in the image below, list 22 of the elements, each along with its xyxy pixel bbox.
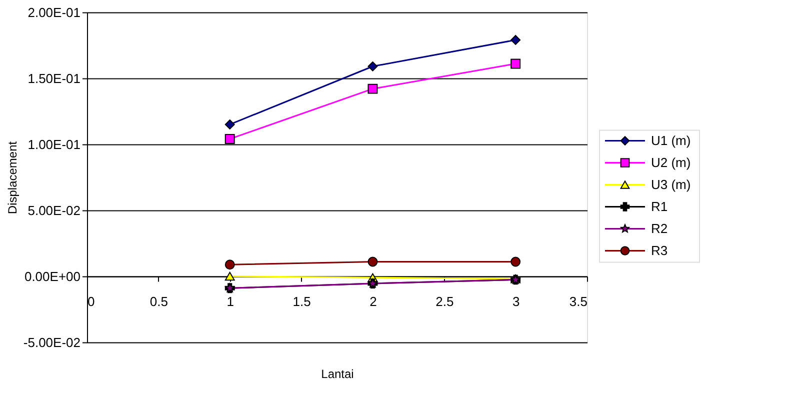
y-tick-label: 1.00E-01 (28, 136, 80, 152)
x-tick-label: 0.5 (150, 294, 168, 309)
legend-label: R2 (651, 220, 668, 236)
legend-label: U1 (m) (651, 132, 691, 148)
x-tick-label: 3.5 (569, 294, 588, 309)
y-tick-label: 5.00E-02 (28, 202, 80, 218)
x-tick-label: 3 (512, 294, 520, 309)
legend-label: U2 (m) (651, 154, 691, 170)
y-tick-label: 2.00E-01 (28, 4, 80, 20)
x-tick-label: 1 (226, 294, 234, 309)
x-tick-label: 0 (88, 294, 95, 309)
y-axis-title: Displacement (5, 140, 20, 214)
x-tick-label: 1.5 (292, 294, 311, 309)
x-axis-title: Lantai (321, 366, 354, 381)
legend-label: U3 (m) (651, 176, 691, 192)
x-tick-label: 2.5 (436, 294, 454, 309)
x-tick-label: 2 (370, 294, 377, 309)
y-tick-label: 0.00E+00 (24, 268, 80, 284)
legend-label: R3 (651, 242, 668, 258)
legend-label: R1 (651, 198, 668, 214)
y-tick-label: -5.00E-02 (23, 334, 80, 350)
y-tick-label: 1.50E-01 (28, 70, 80, 86)
